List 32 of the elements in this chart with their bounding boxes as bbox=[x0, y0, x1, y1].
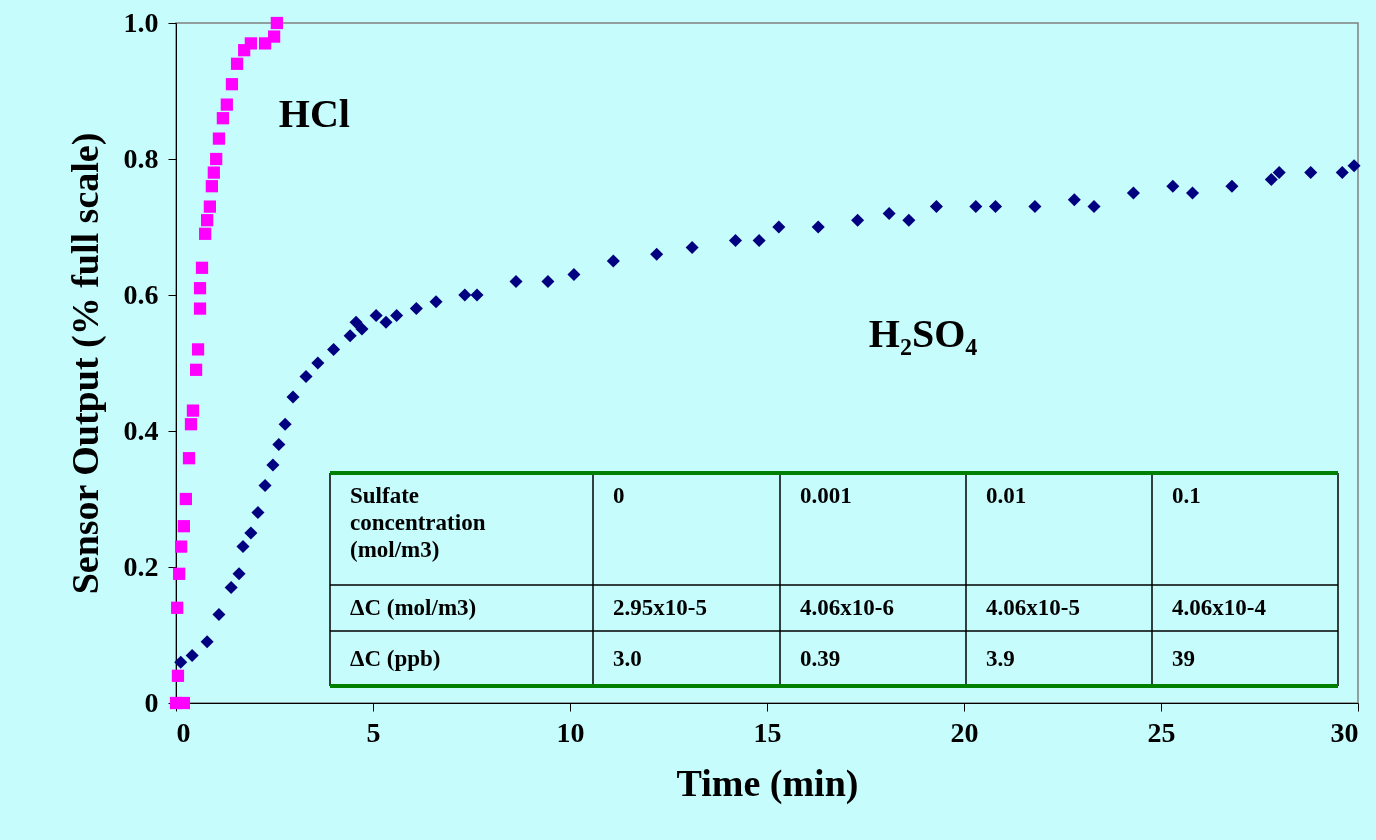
y-tick-label: 0 bbox=[144, 686, 159, 718]
annotation: ΔC (mol/m3) bbox=[350, 595, 477, 620]
x-tick-label: 25 bbox=[1147, 716, 1176, 748]
annotation: 4.06x10-4 bbox=[1172, 595, 1267, 620]
y-tick-label: 0.2 bbox=[123, 550, 159, 582]
x-tick-label: 20 bbox=[950, 716, 979, 748]
x-tick-label: 10 bbox=[556, 716, 585, 748]
text: H₂SO₄ bbox=[868, 311, 978, 357]
annotation: 4.06x10-6 bbox=[800, 595, 894, 620]
annotation: 0 bbox=[613, 483, 625, 508]
y-tick-label: 0.6 bbox=[123, 278, 159, 310]
annotation: 39 bbox=[1172, 645, 1195, 671]
annotation: Sulfate concentration (mol/m3) bbox=[350, 483, 486, 562]
y-tick-label: 0.4 bbox=[123, 414, 159, 446]
annotation: 0.39 bbox=[800, 645, 841, 671]
x-tick-label: 15 bbox=[753, 716, 782, 748]
annotation: 0.1 bbox=[1172, 483, 1201, 508]
annotation: 3.0 bbox=[613, 645, 642, 671]
annotation: 2.95x10-5 bbox=[613, 595, 707, 620]
y-axis-title: Sensor Output (% full scale) bbox=[63, 132, 107, 595]
annotation: 3.9 bbox=[986, 645, 1015, 671]
annotation: ΔC (ppb) bbox=[350, 645, 441, 671]
y-tick-label: 1.0 bbox=[123, 6, 159, 38]
series-label: HCl bbox=[278, 90, 350, 136]
y-tick-label: 0.8 bbox=[123, 142, 159, 174]
annotation: 0.01 bbox=[986, 483, 1027, 508]
x-tick-label: 5 bbox=[366, 716, 381, 748]
annotation: 4.06x10-5 bbox=[986, 595, 1080, 620]
x-tick-label: 0 bbox=[176, 716, 191, 748]
annotation: 0.001 bbox=[800, 483, 852, 508]
x-axis-title: Time (min) bbox=[676, 761, 859, 805]
x-tick-label: 30 bbox=[1330, 716, 1359, 748]
